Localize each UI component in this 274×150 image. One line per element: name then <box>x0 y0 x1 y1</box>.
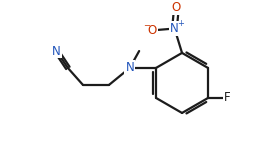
Text: −: − <box>143 21 150 30</box>
Text: N: N <box>52 45 61 58</box>
Text: +: + <box>177 19 184 28</box>
Text: N: N <box>125 61 134 74</box>
Text: O: O <box>147 24 157 37</box>
Text: O: O <box>172 1 181 14</box>
Text: F: F <box>224 92 230 104</box>
Text: N: N <box>170 22 179 35</box>
